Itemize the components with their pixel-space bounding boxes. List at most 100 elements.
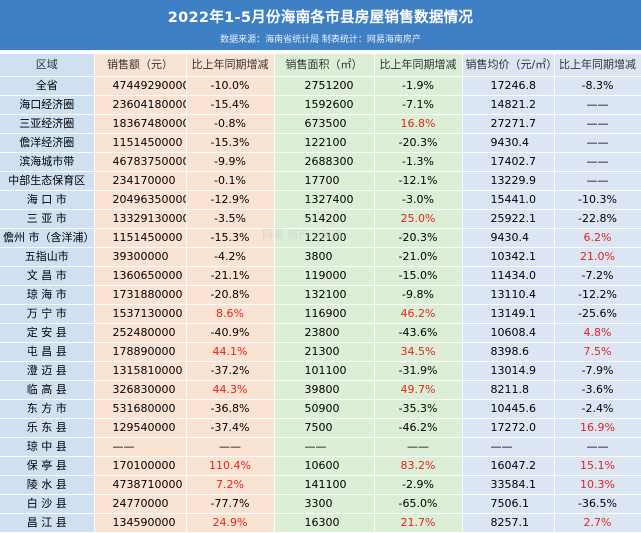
table-cell-price: 8257.1 xyxy=(462,513,555,533)
table-cell-area: 514200 xyxy=(274,209,375,229)
report-header: 2022年1-5月份海南各市县房屋销售数据情况 数据来源：海南省统计局 制表统计… xyxy=(0,0,641,50)
table-cell-price-chg: 7.5% xyxy=(554,342,641,362)
table-row: 文 昌 市 1360650000 -21.1% 119000 -15.0% 11434.0… xyxy=(0,266,641,286)
table-cell-price: —— xyxy=(462,437,555,457)
table-cell-amount: 1151450000 xyxy=(94,228,187,248)
table-cell-price-chg: —— xyxy=(554,171,641,191)
table-cell-amount-chg: -36.8% xyxy=(186,399,275,419)
table-cell-region: 陵 水 县 xyxy=(0,475,95,495)
table-cell-amount-chg: -37.4% xyxy=(186,418,275,438)
table-cell-price-chg: -3.6% xyxy=(554,380,641,400)
table-cell-area: 16300 xyxy=(274,513,375,533)
table-cell-amount: 23604180000 xyxy=(94,95,187,115)
table-cell-price: 11434.0 xyxy=(462,266,555,286)
table-row: 海口经济圈 23604180000 -15.4% 1592600 -7.1% 14821.… xyxy=(0,95,641,115)
table-cell-price: 8398.6 xyxy=(462,342,555,362)
table-cell-price: 17272.0 xyxy=(462,418,555,438)
table-cell-amount-chg: —— xyxy=(186,437,275,457)
table-cell-amount: 1315810000 xyxy=(94,361,187,381)
table-cell-price-chg: -10.3% xyxy=(554,190,641,210)
table-cell-area-chg: -7.1% xyxy=(374,95,463,115)
table-cell-amount: 1537130000 xyxy=(94,304,187,324)
table-cell-region: 海口经济圈 xyxy=(0,95,95,115)
table-cell-price-chg: —— xyxy=(554,133,641,153)
table-cell-amount: 47449290000 xyxy=(94,76,187,96)
table-cell-area: 141100 xyxy=(274,475,375,495)
table-cell-amount: 129540000 xyxy=(94,418,187,438)
table-cell-area-chg: -15.0% xyxy=(374,266,463,286)
table-cell-price-chg: —— xyxy=(554,437,641,457)
table-cell-region: 屯 昌 县 xyxy=(0,342,95,362)
table-cell-amount-chg: -40.9% xyxy=(186,323,275,343)
table-cell-area-chg: -20.3% xyxy=(374,133,463,153)
table-cell-amount: 4738710000 xyxy=(94,475,187,495)
table-cell-area: —— xyxy=(274,437,375,457)
table-cell-region: 中部生态保育区 xyxy=(0,171,95,191)
table-cell-amount-chg: -3.5% xyxy=(186,209,275,229)
table-row: 全省 47449290000 -10.0% 2751200 -1.9% 17246.8 -8… xyxy=(0,76,641,96)
table-row: 三亚经济圈 18367480000 -0.8% 673500 16.8% 27271.7—… xyxy=(0,114,641,134)
table-row: 乐 东 县 129540000 -37.4% 7500 -46.2% 17272.0 16.… xyxy=(0,418,641,438)
table-cell-price: 17246.8 xyxy=(462,76,555,96)
table-cell-amount-chg: -0.1% xyxy=(186,171,275,191)
table-row: 三 亚 市 13329130000 -3.5% 514200 25.0% 25922.1-… xyxy=(0,209,641,229)
table-cell-price-chg: 15.1% xyxy=(554,456,641,476)
table-cell-amount-chg: 44.1% xyxy=(186,342,275,362)
table-cell-price-chg: -12.2% xyxy=(554,285,641,305)
table-cell-amount: 46783750000 xyxy=(94,152,187,172)
table-cell-region: 昌 江 县 xyxy=(0,513,95,533)
table-cell-price-chg: 2.7% xyxy=(554,513,641,533)
table-row: 滨海城市带 46783750000 -9.9% 2688300 -1.3% 17402.7… xyxy=(0,152,641,172)
column-header: 销售面积（㎡） xyxy=(274,54,375,77)
table-cell-price-chg: —— xyxy=(554,114,641,134)
table-cell-price-chg: -36.5% xyxy=(554,494,641,514)
table-cell-amount: 20496350000 xyxy=(94,190,187,210)
table-row: 儋洋经济圈 1151450000 -15.3% 122100 -20.3% 9430.4—… xyxy=(0,133,641,153)
table-cell-area-chg: 34.5% xyxy=(374,342,463,362)
table-row: 琼 海 市 1731880000 -20.8% 132100 -9.8% 13110.4-… xyxy=(0,285,641,305)
table-cell-region: 五指山市 xyxy=(0,247,95,267)
table-cell-area: 101100 xyxy=(274,361,375,381)
table-cell-area-chg: 16.8% xyxy=(374,114,463,134)
table-cell-price-chg: —— xyxy=(554,152,641,172)
column-header: 比上年同期增减 xyxy=(374,54,463,77)
table-cell-price: 16047.2 xyxy=(462,456,555,476)
table-cell-amount-chg: -12.9% xyxy=(186,190,275,210)
table-row: 屯 昌 县 178890000 44.1% 21300 34.5% 8398.6 7.5% xyxy=(0,342,641,362)
table-cell-area-chg: 49.7% xyxy=(374,380,463,400)
table-cell-area: 50900 xyxy=(274,399,375,419)
table-cell-area-chg: -9.8% xyxy=(374,285,463,305)
table-cell-amount: 39300000 xyxy=(94,247,187,267)
table-row: 儋州 市（含洋浦） 1151450000 -15.3% 122100 -20.3% 943… xyxy=(0,228,641,248)
table-cell-amount: 531680000 xyxy=(94,399,187,419)
table-row: 白 沙 县 24770000 -77.7% 3300 -65.0% 7506.1 -36.5… xyxy=(0,494,641,514)
table-cell-amount: 24770000 xyxy=(94,494,187,514)
table-row: 陵 水 县 4738710000 7.2% 141100 -2.9% 33584.1 10.… xyxy=(0,475,641,495)
column-header: 销售均价（元/㎡） xyxy=(462,54,555,77)
table-cell-price: 10445.6 xyxy=(462,399,555,419)
table-cell-price: 7506.1 xyxy=(462,494,555,514)
table-cell-area: 3800 xyxy=(274,247,375,267)
table-cell-price: 15441.0 xyxy=(462,190,555,210)
table-cell-area: 21300 xyxy=(274,342,375,362)
table-cell-area-chg: -3.0% xyxy=(374,190,463,210)
table-row: 万 宁 市 1537130000 8.6% 116900 46.2% 13149.1 -25… xyxy=(0,304,641,324)
table-cell-amount-chg: 8.6% xyxy=(186,304,275,324)
table-cell-region: 海 口 市 xyxy=(0,190,95,210)
table-cell-area-chg: -20.3% xyxy=(374,228,463,248)
table-cell-price-chg: -7.2% xyxy=(554,266,641,286)
table-cell-price-chg: —— xyxy=(554,95,641,115)
table-cell-amount: 134590000 xyxy=(94,513,187,533)
table-cell-area: 39800 xyxy=(274,380,375,400)
table-cell-region: 滨海城市带 xyxy=(0,152,95,172)
table-cell-amount: 18367480000 xyxy=(94,114,187,134)
table-cell-price: 9430.4 xyxy=(462,228,555,248)
table-cell-area-chg: —— xyxy=(374,437,463,457)
table-cell-area: 673500 xyxy=(274,114,375,134)
table-cell-amount-chg: -15.3% xyxy=(186,133,275,153)
table-cell-region: 琼 海 市 xyxy=(0,285,95,305)
table-cell-area: 10600 xyxy=(274,456,375,476)
table-cell-area-chg: -21.0% xyxy=(374,247,463,267)
table-cell-amount: 1731880000 xyxy=(94,285,187,305)
table-header-row: 区域 销售额（元） 比上年同期增减 销售面积（㎡） 比上年同期增减 销售均价（元… xyxy=(0,54,641,77)
